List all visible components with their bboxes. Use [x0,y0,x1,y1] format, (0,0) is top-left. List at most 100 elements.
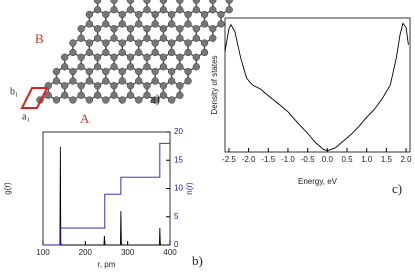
line-series [43,142,170,246]
atom [176,53,184,61]
atom [110,6,118,14]
atom [200,20,209,28]
atom [143,53,151,61]
atom [192,0,200,4]
atom [184,20,192,28]
atom [69,39,77,47]
atom [225,0,233,4]
atom [176,34,184,42]
atom [151,67,159,76]
atom [85,39,94,47]
x-tick-label: 0.0 [322,155,334,164]
atom [209,6,217,14]
x-tick-label: 1.5 [381,155,393,164]
atom [52,96,61,104]
atom [143,0,151,4]
atom [118,67,126,76]
atom [135,20,143,28]
atom [176,0,184,4]
atom [151,96,159,104]
atom [209,0,217,4]
atom [159,6,168,14]
panel-label: c) [392,181,402,196]
atom [209,25,217,33]
atom [85,96,94,104]
atom [200,48,209,57]
line-series [224,22,409,152]
x-tick-label: 1.0 [361,155,373,164]
atom [217,20,225,28]
lattice-label: A [80,111,90,126]
atom [85,67,94,76]
atom [126,34,135,42]
atom [118,96,126,104]
atom [192,34,200,42]
atom [176,25,184,33]
atom [151,48,159,57]
atom [126,63,135,71]
y-axis-label: Density of states [210,55,219,114]
y2-tick-label: 10 [174,184,183,193]
atom [159,63,168,71]
atom [176,82,184,90]
atom [93,63,102,71]
panel-label: b) [192,253,203,268]
atom [102,77,110,85]
atom [167,96,176,104]
atom [167,48,176,57]
x-tick-label: -2.5 [222,155,236,164]
y2-tick-label: 15 [174,155,183,164]
x-tick-label: 100 [36,248,50,257]
atom [85,48,94,57]
panel-label: a) [150,91,160,106]
y2-tick-label: 0 [174,240,179,249]
atom [135,48,143,57]
y2-tick-label: 20 [174,127,183,136]
atom [93,6,102,14]
atom [118,39,126,47]
atom [118,20,126,28]
atom [143,63,151,71]
atom [184,48,192,57]
atom [93,82,102,90]
atom [85,77,94,85]
atom [118,10,126,19]
atom [77,82,85,90]
atom [209,34,217,42]
atom [126,0,135,4]
x-tick-label: 300 [121,248,135,257]
atom [192,63,200,71]
atom [176,6,184,14]
atom [69,67,77,76]
atom [126,6,135,14]
atom [135,67,143,76]
atom [93,34,102,42]
x-axis-label: r, pm [98,260,116,269]
atom [192,25,200,33]
atom [159,25,168,33]
atom [192,53,200,61]
atom [102,10,110,19]
atom [52,67,61,76]
atom [93,25,102,33]
atom [126,53,135,61]
atom [110,0,118,4]
atom [102,67,110,76]
atom [143,82,151,90]
atom [167,10,176,19]
atom [77,25,85,33]
atom [200,10,209,19]
atom [77,34,85,42]
x-axis-label: Energy, eV [298,177,338,186]
atom [143,91,151,99]
atom [93,53,102,61]
atom [110,53,118,61]
plot-frame [224,17,411,153]
atom [167,20,176,28]
atom [61,82,69,90]
atom [102,39,110,47]
atom [61,53,69,61]
atom [93,0,102,4]
atom [135,77,143,85]
atom [143,34,151,42]
